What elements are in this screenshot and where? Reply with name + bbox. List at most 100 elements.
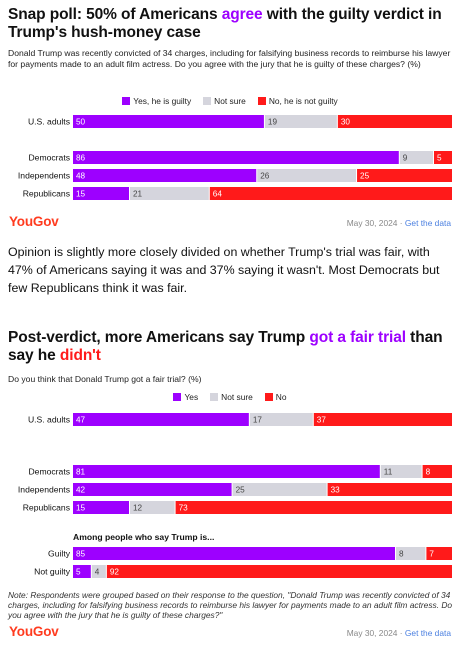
title-highlight-negative: didn't: [59, 347, 101, 364]
legend-swatch: [122, 97, 131, 105]
bar-segment: [264, 115, 337, 128]
bar-segment: [130, 187, 209, 200]
data-label: 9: [403, 154, 408, 163]
data-label: 8: [426, 468, 431, 477]
legend-swatch: [264, 393, 273, 401]
chart-title: Post-verdict, more Americans say Trump g…: [8, 329, 453, 365]
data-label: 42: [76, 486, 86, 495]
bar-segment: [249, 413, 313, 426]
bar-segment: [337, 115, 452, 128]
data-label: 11: [384, 468, 393, 477]
poll-panel-fair-trial: Post-verdict, more Americans say Trump g…: [0, 324, 460, 647]
bar-segment: [257, 169, 357, 182]
row-label: Democrats: [28, 153, 70, 163]
yougov-logo: YouGov: [9, 214, 59, 229]
data-label: 37: [317, 416, 327, 425]
data-label: 5: [76, 568, 81, 577]
legend-label: No: [275, 392, 287, 402]
bar-segment: [73, 565, 91, 578]
title-highlight: got a fair trial: [309, 329, 406, 346]
bar-segment: [396, 547, 426, 560]
data-label: 25: [236, 486, 246, 495]
bar-segment: [73, 187, 129, 200]
publish-date: May 30, 2024: [346, 628, 398, 638]
title-text: Snap poll: 50% of Americans: [8, 6, 222, 23]
title-highlight: agree: [221, 6, 263, 23]
data-label: 12: [133, 504, 143, 513]
data-label: 17: [253, 416, 263, 425]
bar-segment: [130, 501, 175, 514]
bar-segment: [232, 483, 327, 496]
survey-question: Donald Trump was recently convicted of 3…: [8, 48, 451, 69]
get-data-link[interactable]: Get the data: [404, 218, 451, 228]
bar-segment: [73, 115, 264, 128]
bar-segment: [73, 483, 232, 496]
source-line: May 30, 2024 · Get the data: [346, 218, 451, 228]
data-label: 50: [76, 118, 86, 127]
legend-label: Not sure: [214, 96, 246, 106]
data-label: 7: [429, 550, 434, 559]
survey-question: Do you think that Donald Trump got a fai…: [8, 374, 202, 384]
row-label: Independents: [18, 485, 70, 495]
bar-segment: [426, 547, 452, 560]
title-text: Post-verdict, more Americans say Trump: [8, 329, 310, 346]
data-label: 47: [76, 416, 86, 425]
data-label: 21: [133, 190, 143, 199]
bar-segment: [73, 547, 395, 560]
legend-label: Yes, he is guilty: [133, 96, 192, 106]
data-label: 81: [76, 468, 86, 477]
bar-segment: [91, 565, 106, 578]
bar-segment: [106, 565, 452, 578]
legend-label: Not sure: [221, 392, 253, 402]
stacked-bar-chart-guilty: U.S. adults 50 19 30 Democrats 86 9 5 Independen…: [18, 115, 452, 200]
bar-segment: [73, 501, 129, 514]
title-text-end: with the guilty verdict in Trump's hush-…: [8, 6, 442, 41]
bar-segment: [73, 151, 399, 164]
group-header: Among people who say Trump is...: [73, 532, 214, 542]
title-text-mid: than say he: [8, 329, 443, 364]
data-label: 8: [399, 550, 404, 559]
data-label: 92: [110, 568, 120, 577]
data-label: 85: [76, 550, 86, 559]
row-label: Not guilty: [34, 567, 71, 577]
legend-item: Yes: [173, 392, 198, 402]
chart-title: Snap poll: 50% of Americans agree with t…: [8, 6, 453, 42]
row-label: Independents: [18, 171, 70, 181]
data-label: 25: [360, 172, 370, 181]
bar-segment: [73, 413, 249, 426]
data-label: 4: [95, 568, 100, 577]
footnote: Note: Respondents were grouped based on …: [8, 590, 453, 621]
legend-swatch: [210, 393, 219, 401]
data-label: 15: [76, 504, 86, 513]
data-label: 73: [179, 504, 189, 513]
legend: Yes Not sure No: [0, 392, 460, 402]
row-label: U.S. adults: [28, 117, 70, 127]
legend-label: Yes: [184, 392, 199, 402]
bar-segment: [73, 169, 257, 182]
legend-label: No, he is not guilty: [268, 96, 338, 106]
article-paragraph: Opinion is slightly more closely divided…: [8, 245, 440, 295]
publish-date: May 30, 2024: [346, 218, 398, 228]
data-label: 26: [260, 172, 270, 181]
legend-item: Yes, he is guilty: [122, 96, 191, 106]
bar-segment: [422, 465, 452, 478]
bar-segment: [327, 483, 452, 496]
bar-segment: [313, 413, 452, 426]
data-label: 15: [76, 190, 86, 199]
legend-item: No: [264, 392, 287, 402]
get-data-link[interactable]: Get the data: [404, 628, 451, 638]
bar-segment: [209, 187, 452, 200]
legend-item: Not sure: [210, 392, 253, 402]
row-label: Guilty: [48, 549, 71, 559]
data-label: 5: [437, 154, 442, 163]
bar-segment: [73, 465, 380, 478]
data-label: 33: [331, 486, 341, 495]
legend: Yes, he is guilty Not sure No, he is not…: [0, 96, 460, 106]
data-label: 86: [76, 154, 86, 163]
row-label: Democrats: [28, 467, 70, 477]
yougov-logo: YouGov: [9, 624, 59, 639]
data-label: 48: [76, 172, 86, 181]
legend-item: Not sure: [203, 96, 246, 106]
legend-item: No, he is not guilty: [257, 96, 338, 106]
legend-swatch: [203, 97, 212, 105]
